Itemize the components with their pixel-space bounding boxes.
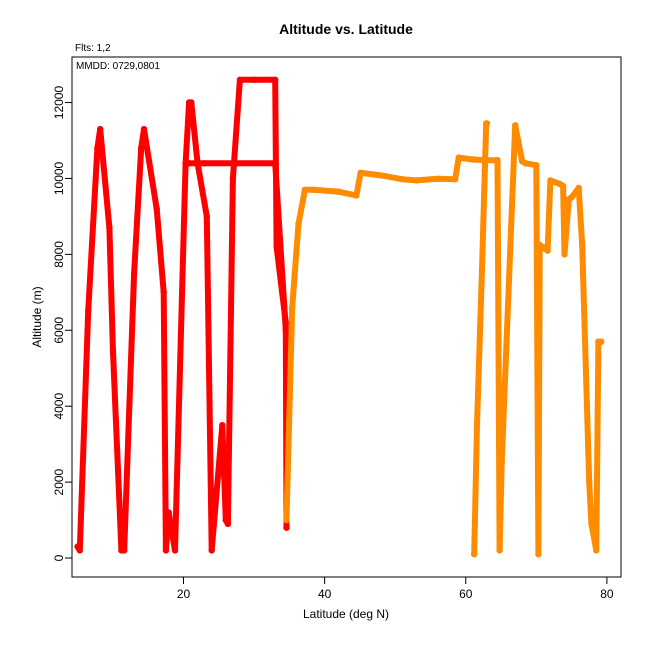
y-axis-label: Altitude (m)	[30, 286, 44, 347]
y-tick-label: 4000	[52, 393, 66, 420]
y-axis: 0 2000 4000 6000 8000 10000 12000	[52, 86, 73, 561]
data-point	[481, 167, 488, 175]
data-point	[353, 192, 360, 199]
y-tick-label: 2000	[52, 468, 66, 495]
data-point	[160, 289, 167, 296]
data-point	[579, 241, 586, 249]
data-point	[272, 160, 279, 167]
data-point	[219, 422, 226, 429]
data-point	[478, 266, 486, 273]
data-point	[153, 205, 160, 212]
data-point	[452, 176, 459, 183]
data-point	[208, 547, 215, 554]
data-point	[469, 156, 476, 163]
data-point	[568, 194, 575, 201]
series-1	[74, 76, 290, 554]
data-point	[536, 241, 543, 249]
data-point	[588, 520, 595, 528]
data-point	[171, 547, 179, 554]
data-point	[121, 547, 128, 554]
data-point	[598, 338, 605, 345]
data-point	[310, 186, 318, 193]
data-point	[185, 160, 193, 167]
x-tick-label: 40	[318, 587, 332, 601]
data-point	[455, 154, 462, 161]
data-point	[413, 177, 420, 184]
data-point	[434, 175, 441, 182]
series-4	[471, 120, 491, 558]
data-point	[357, 169, 364, 176]
data-point	[109, 346, 117, 353]
data-point	[106, 224, 113, 231]
x-tick-label: 20	[177, 587, 191, 601]
data-point	[76, 547, 84, 554]
y-tick-label: 0	[52, 554, 66, 561]
data-point	[483, 120, 491, 127]
data-point	[233, 160, 240, 167]
series-2	[185, 160, 289, 334]
data-point	[561, 251, 568, 258]
x-tick-label: 60	[459, 587, 473, 601]
data-point	[295, 220, 302, 228]
data-point	[188, 99, 195, 106]
series-3	[283, 122, 605, 558]
data-point	[473, 422, 481, 429]
data-point	[165, 509, 172, 516]
data-point	[593, 547, 600, 554]
data-point	[85, 308, 92, 315]
data-point	[512, 122, 519, 129]
data-point	[522, 160, 529, 167]
y-tick-label: 6000	[52, 317, 66, 344]
data-point	[498, 459, 505, 467]
series-1-line	[74, 76, 290, 554]
data-point	[301, 186, 309, 193]
data-point	[272, 76, 279, 84]
data-point	[236, 76, 244, 84]
data-point	[533, 162, 540, 169]
data-point	[586, 478, 593, 486]
y-tick-label: 12000	[52, 86, 66, 120]
chart-title: Altitude vs. Latitude	[279, 21, 413, 37]
data-point	[575, 184, 582, 192]
data-point	[130, 270, 138, 277]
data-point	[335, 188, 342, 195]
y-tick-label: 8000	[52, 241, 66, 268]
data-point	[544, 247, 551, 254]
data-point	[162, 547, 170, 554]
data-point	[283, 516, 290, 524]
y-tick-label: 10000	[52, 161, 66, 195]
data-point	[203, 213, 210, 220]
x-axis-label: Latitude (deg N)	[303, 607, 389, 621]
data-point	[138, 144, 145, 152]
data-point	[377, 172, 385, 179]
x-tick-label: 80	[600, 587, 614, 601]
data-point	[535, 551, 542, 558]
data-point	[282, 327, 289, 334]
data-point	[94, 144, 101, 152]
data-point	[547, 177, 554, 184]
data-point	[229, 175, 237, 182]
series-layer	[74, 76, 605, 558]
flights-annotation: Flts: 1,2	[75, 43, 111, 54]
data-point	[201, 160, 208, 167]
data-point	[471, 551, 478, 558]
data-point	[496, 547, 503, 554]
data-point	[559, 182, 567, 190]
x-axis: 20 40 60 80	[177, 576, 614, 601]
data-point	[140, 125, 148, 133]
data-point	[289, 304, 296, 311]
data-point	[224, 520, 232, 528]
data-point	[250, 76, 258, 84]
data-point	[399, 176, 406, 183]
date-annotation: MMDD: 0729,0801	[76, 61, 160, 72]
data-point	[283, 524, 290, 531]
data-point	[494, 157, 501, 164]
data-point	[97, 125, 104, 133]
